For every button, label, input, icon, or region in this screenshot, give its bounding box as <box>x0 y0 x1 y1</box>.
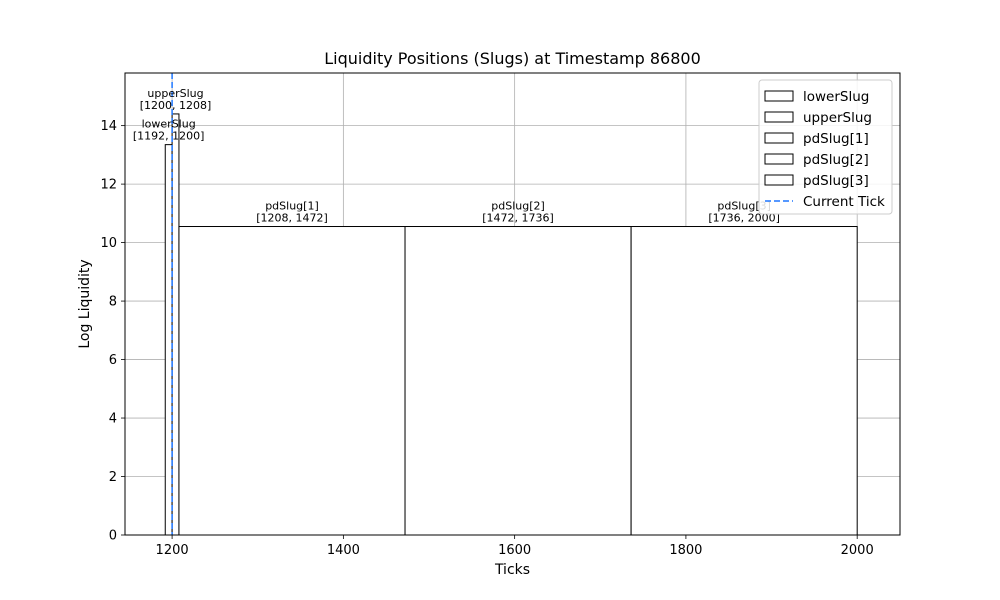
slug-bar <box>404 226 632 536</box>
legend-label: pdSlug[2] <box>803 152 869 168</box>
legend: lowerSlug upperSlug pdSlug[1] pdSlug[2] pdSl… <box>758 79 893 215</box>
x-tick-label: 1800 <box>669 543 702 558</box>
y-tick-label: 6 <box>109 353 117 368</box>
x-axis-label: Ticks <box>494 562 530 578</box>
slug-range-label: [1208, 1472] <box>256 212 328 225</box>
x-tick-label: 1200 <box>156 543 189 558</box>
slug-range-label: [1200, 1208] <box>140 99 212 112</box>
legend-label: pdSlug[1] <box>803 131 869 147</box>
legend-swatch <box>764 153 794 165</box>
y-tick-label: 8 <box>109 295 117 310</box>
slug-bar <box>164 144 173 536</box>
slug-range-label: [1736, 2000] <box>708 212 780 225</box>
slug-range-label: [1472, 1736] <box>482 212 554 225</box>
slug-bar <box>171 113 180 536</box>
legend-swatch <box>764 90 794 102</box>
chart-title: Liquidity Positions (Slugs) at Timestamp… <box>324 49 701 68</box>
legend-label: upperSlug <box>803 110 872 126</box>
x-tick-label: 1400 <box>327 543 360 558</box>
y-tick-label: 12 <box>100 178 117 193</box>
bars <box>164 113 858 536</box>
y-tick-label: 0 <box>109 529 117 544</box>
y-tick-label: 14 <box>100 119 117 134</box>
annotations: lowerSlug[1192, 1200] upperSlug[1200, 120… <box>133 87 780 225</box>
y-axis-label: Log Liquidity <box>77 259 93 348</box>
slug-bar <box>630 226 858 536</box>
y-tick-label: 4 <box>109 412 117 427</box>
slug-label: lowerSlug <box>142 118 196 131</box>
slug-label: upperSlug <box>147 87 203 100</box>
slug-label: pdSlug[3] <box>717 200 771 213</box>
y-axis-ticks: 0 2 4 6 8 10 12 14 <box>100 119 125 544</box>
legend-swatch <box>764 174 794 186</box>
slug-bar <box>178 226 406 536</box>
x-tick-label: 2000 <box>841 543 874 558</box>
legend-swatch <box>764 132 794 144</box>
legend-label: Current Tick <box>803 194 885 210</box>
legend-label: pdSlug[3] <box>803 173 869 189</box>
y-tick-label: 10 <box>100 236 117 251</box>
legend-label: lowerSlug <box>803 89 869 105</box>
x-axis-ticks: 1200 1400 1600 1800 2000 <box>156 535 874 558</box>
plot-frame <box>124 72 901 536</box>
slug-label: pdSlug[2] <box>491 200 545 213</box>
slug-range-label: [1192, 1200] <box>133 130 205 143</box>
y-tick-label: 2 <box>109 470 117 485</box>
legend-swatch <box>764 111 794 123</box>
x-tick-label: 1600 <box>498 543 531 558</box>
slug-label: pdSlug[1] <box>265 200 319 213</box>
